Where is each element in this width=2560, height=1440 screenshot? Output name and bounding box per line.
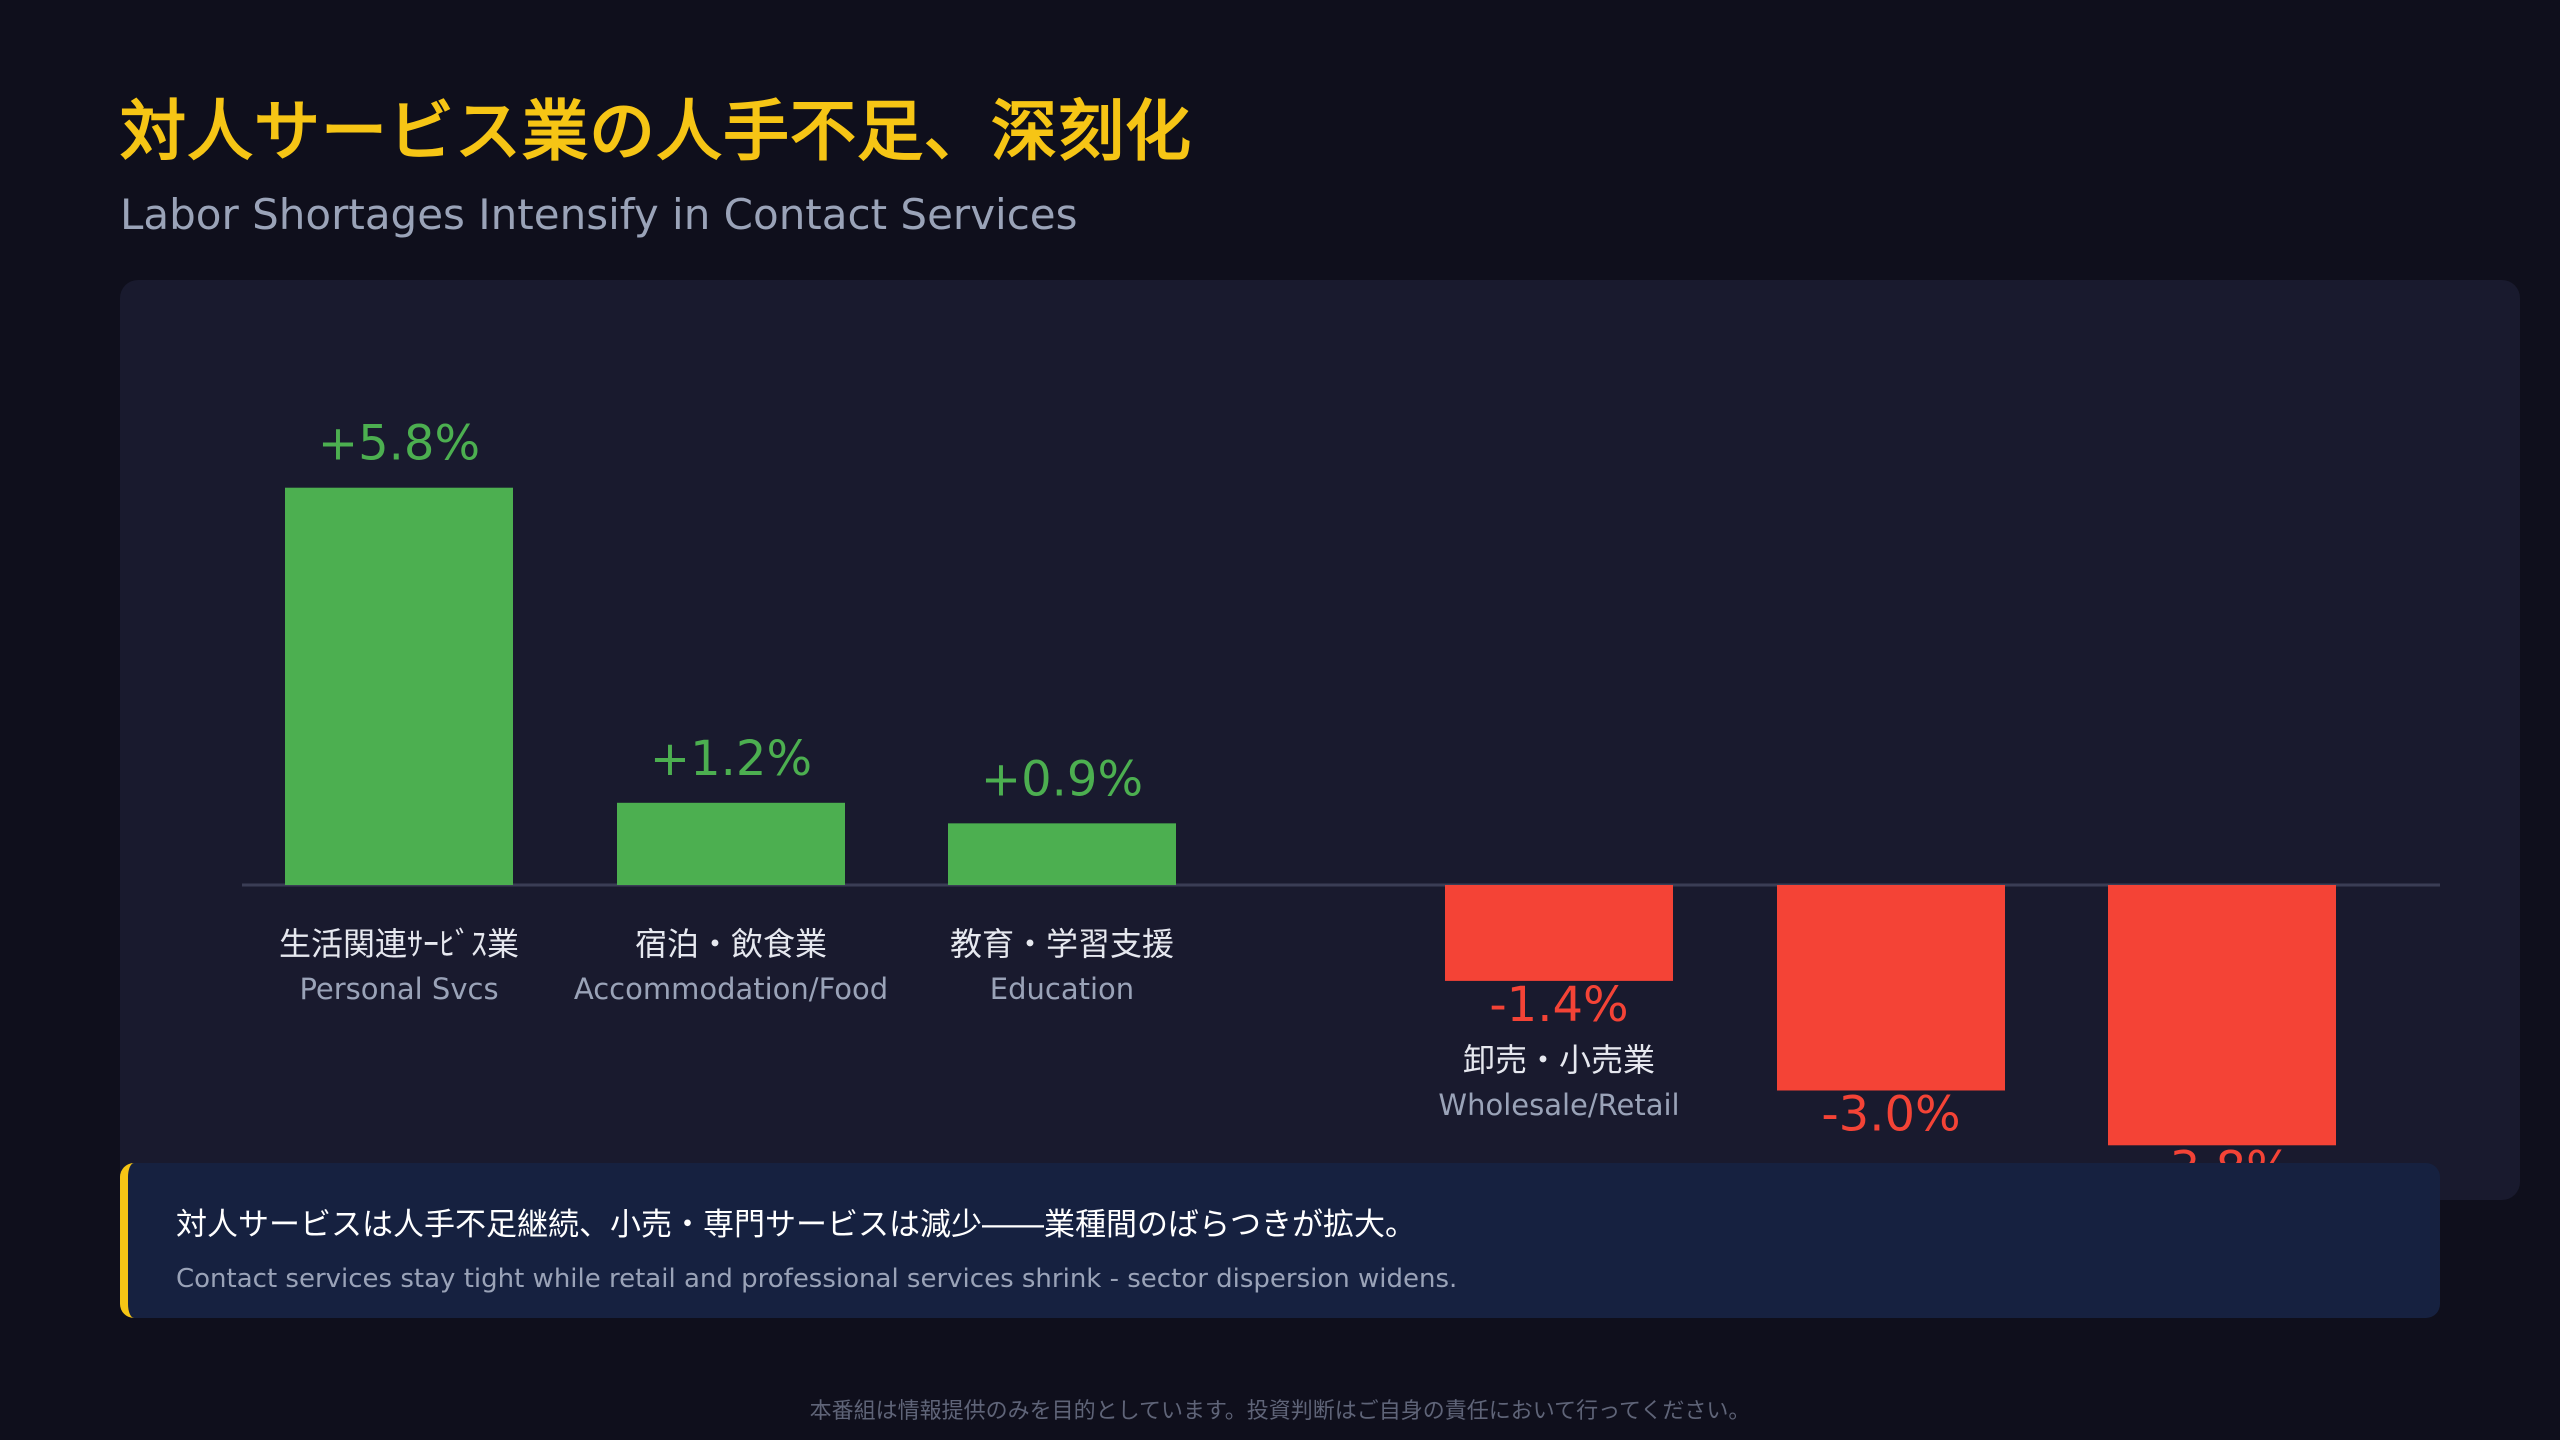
category-label-en-0: Personal Svcs	[299, 972, 498, 1006]
page-subtitle: Labor Shortages Intensify in Contact Ser…	[120, 190, 1078, 239]
bar-3	[1445, 885, 1673, 981]
callout-text-en: Contact services stay tight while retail…	[176, 1264, 1458, 1294]
bar-chart: +5.8% 生活関連ｻｰﾋﾞｽ業 Personal Svcs +1.2% 宿泊・飲食業 A…	[242, 416, 2440, 1197]
bar-2	[948, 823, 1176, 885]
bar-0	[285, 487, 513, 885]
summary-callout: 対人サービスは人手不足継続、小売・専門サービスは減少――業種間のばらつきが拡大。…	[120, 1163, 2440, 1318]
bar-1	[617, 802, 845, 885]
data-label-1: +1.2%	[650, 731, 812, 787]
category-label-jp-0: 生活関連ｻｰﾋﾞｽ業	[279, 925, 519, 963]
category-label-jp-3: 卸売・小売業	[1463, 1041, 1655, 1079]
callout-text-jp: 対人サービスは人手不足継続、小売・専門サービスは減少――業種間のばらつきが拡大。	[176, 1207, 1416, 1243]
category-label-en-3: Wholesale/Retail	[1438, 1088, 1679, 1122]
data-label-3: -1.4%	[1489, 977, 1628, 1033]
bar-5	[2108, 885, 2336, 1146]
category-label-jp-1: 宿泊・飲食業	[635, 925, 827, 963]
data-label-4: -3.0%	[1821, 1087, 1960, 1143]
data-label-2: +0.9%	[981, 751, 1143, 807]
category-label-jp-2: 教育・学習支援	[950, 925, 1174, 963]
disclaimer: 本番組は情報提供のみを目的としています。投資判断はご自身の責任において行ってくだ…	[809, 1399, 1751, 1424]
category-label-en-2: Education	[990, 972, 1134, 1006]
page-title: 対人サービス業の人手不足、深刻化	[120, 93, 1192, 170]
chart-panel: +5.8% 生活関連ｻｰﾋﾞｽ業 Personal Svcs +1.2% 宿泊・飲食業 A…	[120, 280, 2520, 1200]
bar-4	[1777, 885, 2005, 1091]
data-label-0: +5.8%	[318, 416, 480, 472]
category-label-en-1: Accommodation/Food	[574, 972, 888, 1006]
